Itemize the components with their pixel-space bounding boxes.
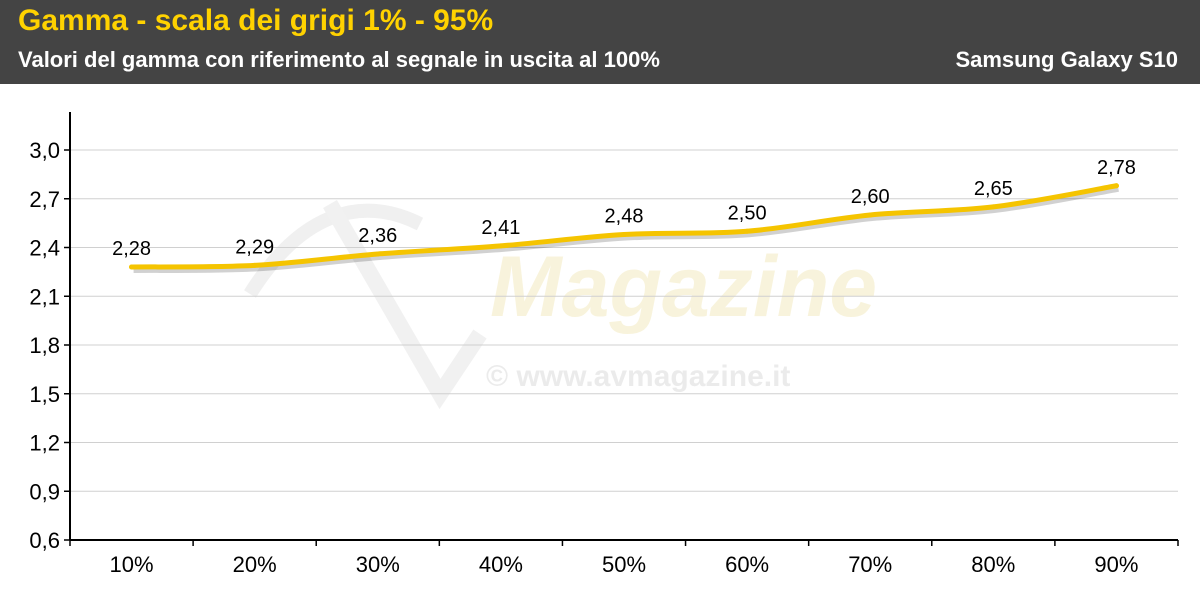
y-tick-label: 0,9	[29, 479, 60, 504]
device-name: Samsung Galaxy S10	[955, 47, 1178, 72]
y-axis-ticks: 0,6 0,9 1,2 1,5 1,8 2,1 2,4 2,7 3,0	[29, 138, 70, 553]
data-label: 2,29	[235, 236, 274, 258]
data-label: 2,48	[605, 206, 644, 228]
gamma-series	[129, 183, 1119, 273]
x-tick-label: 60%	[725, 552, 769, 577]
data-point	[252, 262, 258, 268]
watermark-v-icon	[323, 199, 487, 410]
data-label: 2,60	[851, 186, 890, 208]
data-label: 2,36	[358, 225, 397, 247]
data-point	[129, 264, 135, 270]
data-point	[621, 232, 627, 237]
data-point	[867, 212, 873, 218]
data-label: 2,50	[728, 202, 767, 224]
y-tick-label: 2,1	[29, 284, 60, 309]
data-label: 2,41	[481, 217, 520, 239]
data-label: 2,65	[974, 178, 1013, 200]
x-tick-label: 10%	[110, 552, 154, 577]
series-line-shadow	[133, 185, 1119, 273]
data-label: 2,78	[1097, 157, 1136, 179]
x-tick-label: 70%	[848, 552, 892, 577]
y-tick-label: 1,2	[29, 431, 60, 456]
x-tick-label: 50%	[602, 552, 646, 577]
grid-lines	[70, 149, 1178, 492]
y-tick-label: 2,4	[29, 236, 60, 261]
data-point	[990, 204, 996, 210]
y-tick-label: 3,0	[29, 138, 60, 163]
y-tick-label: 1,8	[29, 333, 60, 358]
y-tick-label: 2,7	[29, 187, 60, 212]
y-tick-label: 1,5	[29, 382, 60, 407]
avmagazine-watermark: Magazine © www.avmagazine.it	[244, 199, 877, 410]
x-tick-label: 30%	[356, 552, 400, 577]
chart-header: Gamma - scala dei grigi 1% - 95% Valori …	[0, 0, 1200, 84]
chart-title: Gamma - scala dei grigi 1% - 95%	[18, 4, 494, 37]
axes	[69, 112, 1178, 541]
chart-subtitle: Valori del gamma con riferimento al segn…	[18, 47, 660, 72]
y-tick-label: 0,6	[29, 528, 60, 553]
x-tick-label: 40%	[479, 552, 523, 577]
data-point	[375, 251, 381, 257]
watermark-logo-text: Magazine	[490, 239, 877, 335]
data-point	[498, 243, 504, 249]
gamma-line-chart: Magazine © www.avmagazine.it 0,6 0,9 1,2 1,…	[29, 112, 1179, 577]
data-label: 2,28	[112, 238, 151, 260]
x-tick-label: 20%	[233, 552, 277, 577]
data-point	[1113, 183, 1119, 189]
chart-panel: Magazine © www.avmagazine.it 0,6 0,9 1,2 1,…	[0, 84, 1200, 600]
watermark-url: © www.avmagazine.it	[486, 360, 790, 393]
x-tick-label: 80%	[971, 552, 1015, 577]
x-tick-label: 90%	[1094, 552, 1138, 577]
data-labels: 2,28 2,29 2,36 2,41 2,48 2,50 2,60 2,65 2,78	[112, 157, 1136, 260]
x-axis-ticks: 10% 20% 30% 40% 50% 60% 70% 80% 90%	[69, 540, 1179, 577]
data-point	[744, 228, 750, 234]
